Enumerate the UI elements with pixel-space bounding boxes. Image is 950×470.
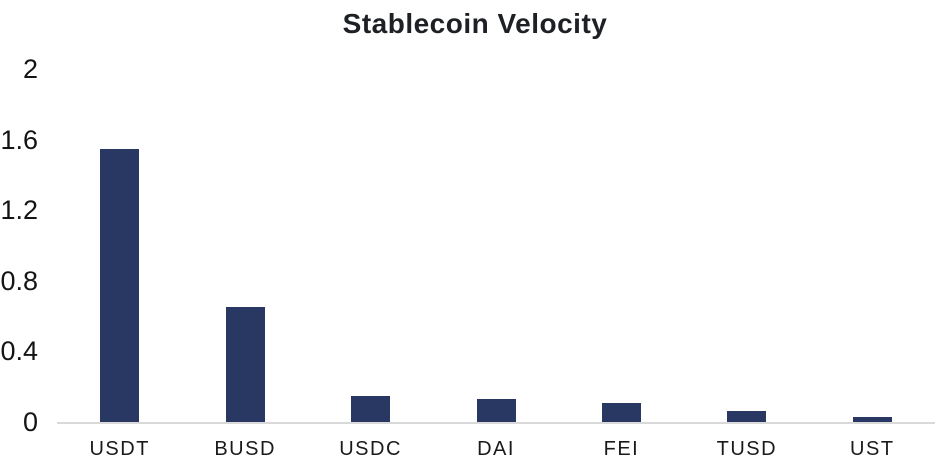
x-tick-label-ust: UST [850,438,895,460]
x-axis-line [57,422,935,424]
bar-ust [852,416,892,422]
bar-dai [476,399,516,422]
bar-busd [225,307,265,422]
x-tick-label-usdc: USDC [339,438,402,460]
plot-area [57,69,935,422]
chart-title: Stablecoin Velocity [342,8,608,39]
y-tick-label-1-6: 1.6 [0,124,38,155]
x-tick-label-dai: DAI [477,438,515,460]
y-tick-label-0-8: 0.8 [0,265,38,296]
bar-usdc [351,395,391,422]
bar-usdt [100,148,140,422]
y-tick-label-0: 0 [22,406,38,437]
bar-tusd [727,411,767,422]
y-tick-label-2: 2 [22,54,38,84]
x-tick-label-fei: FEI [603,438,640,460]
y-tick-label-0-4: 0.4 [0,336,38,366]
x-tick-label-usdt: USDT [89,438,150,460]
bar-fei [601,402,641,422]
y-tick-label-1-2: 1.2 [0,195,38,225]
x-tick-label-busd: BUSD [214,438,276,460]
x-tick-label-tusd: TUSD [716,438,778,460]
